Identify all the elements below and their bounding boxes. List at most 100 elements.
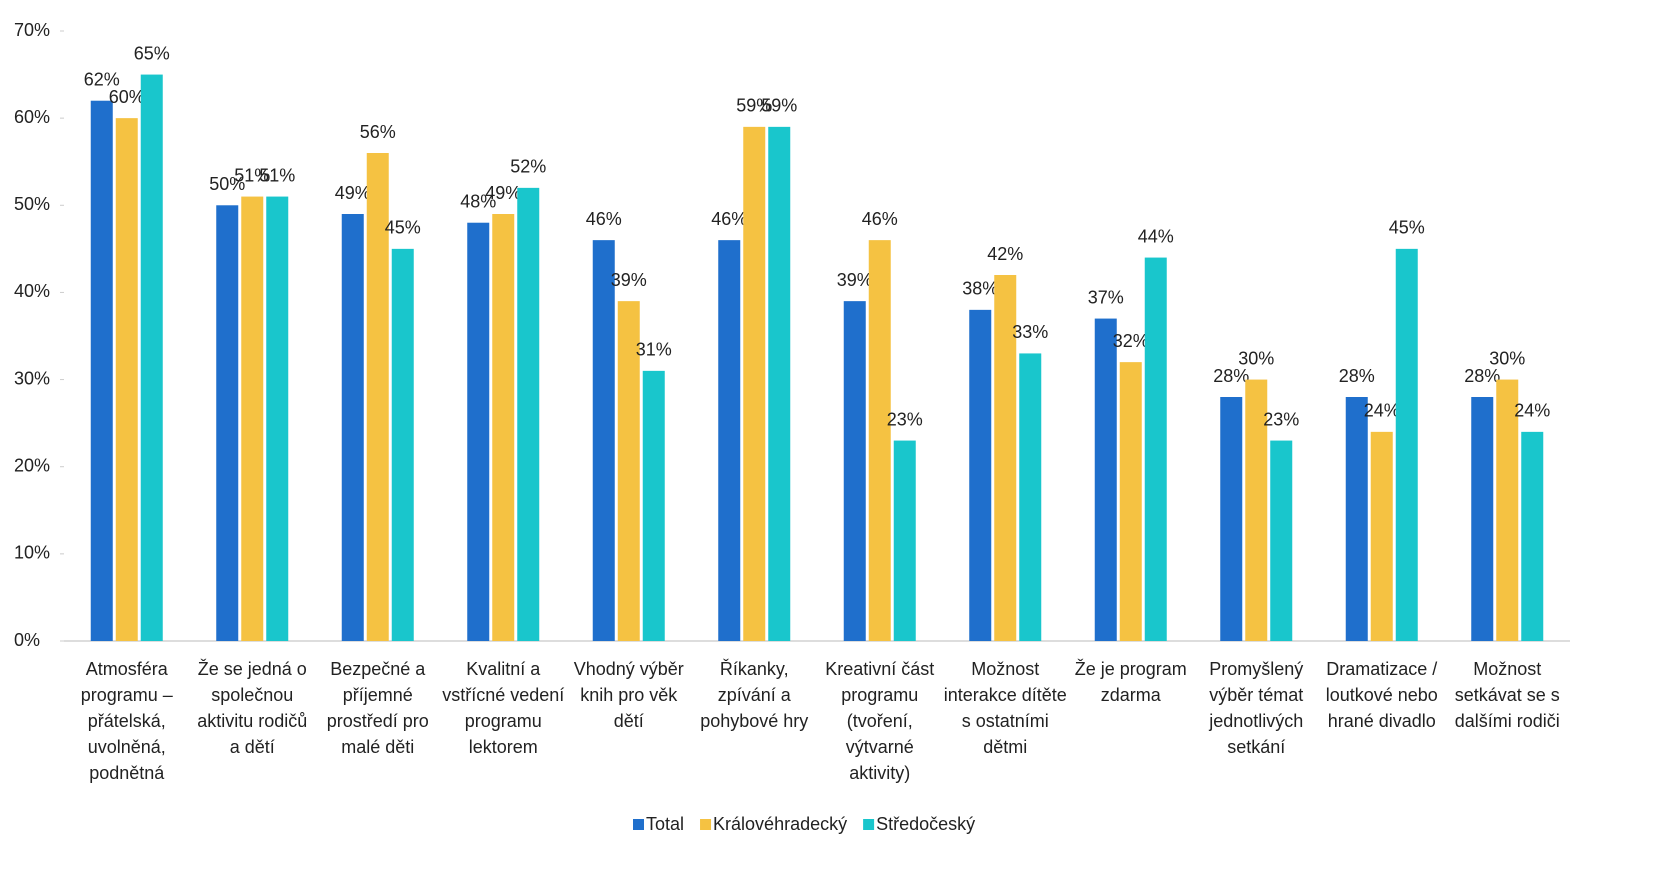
value-label: 52%	[510, 157, 546, 177]
value-label: 51%	[259, 165, 295, 185]
value-label: 24%	[1514, 401, 1550, 421]
value-label: 32%	[1113, 331, 1149, 351]
value-label: 59%	[761, 96, 797, 116]
bar	[266, 196, 289, 642]
x-tick-label: Možnost setkávat se s dalšími rodiči	[1454, 659, 1560, 731]
bar	[467, 222, 490, 641]
value-label: 59%	[736, 96, 772, 116]
value-label: 62%	[84, 69, 120, 89]
value-label: 28%	[1213, 366, 1249, 386]
value-label: 39%	[837, 270, 873, 290]
value-label: 33%	[1012, 322, 1048, 342]
bar	[341, 214, 364, 641]
value-label: 45%	[1389, 218, 1425, 238]
value-label: 30%	[1489, 348, 1525, 368]
legend-label: Total	[646, 814, 684, 834]
legend-label: Královéhradecký	[713, 814, 847, 834]
value-label: 31%	[636, 340, 672, 360]
x-tick-label: Říkanky, zpívání a pohybové hry	[700, 659, 809, 731]
bar	[517, 187, 540, 641]
value-label: 56%	[360, 122, 396, 142]
bar	[216, 205, 239, 642]
y-tick-label: 10%	[14, 543, 50, 563]
bar	[1395, 248, 1418, 641]
bar	[492, 214, 515, 641]
value-label: 30%	[1238, 348, 1274, 368]
y-tick-label: 30%	[14, 368, 50, 388]
value-label: 37%	[1088, 287, 1124, 307]
bar	[994, 275, 1017, 641]
bar	[1270, 440, 1293, 641]
value-label: 44%	[1138, 226, 1174, 246]
bar	[718, 240, 741, 641]
bar	[90, 100, 113, 641]
bar	[868, 240, 891, 641]
legend-label: Středočeský	[876, 814, 975, 834]
bar	[1471, 397, 1494, 641]
x-tick-label: Možnost interakce dítěte s ostatními dět…	[943, 659, 1067, 757]
bar	[1094, 318, 1117, 641]
bar	[743, 126, 766, 642]
value-label: 51%	[234, 165, 270, 185]
value-label: 46%	[862, 209, 898, 229]
bar	[592, 240, 615, 641]
bar	[642, 370, 665, 641]
y-tick-label: 60%	[14, 107, 50, 127]
x-tick-label: Promyšlený výběr témat jednotlivých setk…	[1209, 659, 1304, 757]
x-tick-label: Bezpečné a příjemné prostředí pro malé d…	[326, 659, 429, 757]
value-label: 24%	[1364, 401, 1400, 421]
y-tick-label: 50%	[14, 194, 50, 214]
x-tick-label: Že se jedná o společnou aktivitu rodičů …	[197, 659, 308, 757]
x-tick-label: Kreativní část programu (tvoření, výtvar…	[825, 659, 935, 783]
legend-swatch	[700, 819, 712, 830]
bar	[617, 301, 640, 641]
value-label: 46%	[586, 209, 622, 229]
bar	[843, 301, 866, 641]
bar	[1119, 362, 1142, 641]
value-label: 28%	[1339, 366, 1375, 386]
bar	[1370, 431, 1393, 641]
value-label: 28%	[1464, 366, 1500, 386]
y-tick-label: 70%	[14, 20, 50, 40]
bar	[969, 309, 992, 641]
bar	[893, 440, 916, 641]
value-label: 42%	[987, 244, 1023, 264]
value-label: 45%	[385, 218, 421, 238]
y-tick-label: 40%	[14, 281, 50, 301]
value-label: 38%	[962, 279, 998, 299]
y-tick-label: 20%	[14, 455, 50, 475]
x-tick-label: Kvalitní a vstřícné vedení programu lekt…	[442, 659, 565, 757]
x-tick-label: Dramatizace / loutkové nebo hrané divadl…	[1325, 659, 1438, 731]
x-tick-label: Že je program zdarma	[1074, 659, 1187, 705]
value-label: 39%	[611, 270, 647, 290]
value-label: 23%	[887, 409, 923, 429]
legend-swatch	[633, 819, 644, 830]
legend-swatch	[863, 819, 875, 830]
bar	[1345, 397, 1368, 641]
value-label: 48%	[460, 191, 496, 211]
value-label: 49%	[485, 183, 521, 203]
bar	[1220, 397, 1243, 641]
bar	[1144, 257, 1167, 641]
value-label: 60%	[109, 87, 145, 107]
bar	[1245, 379, 1268, 641]
bar	[115, 118, 138, 641]
bar	[366, 153, 389, 641]
value-label: 46%	[711, 209, 747, 229]
x-tick-label: Atmosféra programu – přátelská, uvolněná…	[80, 659, 173, 783]
value-label: 50%	[209, 174, 245, 194]
y-tick-label: 0%	[14, 630, 40, 650]
value-label: 49%	[335, 183, 371, 203]
bar	[1019, 353, 1042, 641]
bar	[1521, 431, 1544, 641]
bar	[241, 196, 264, 642]
bar	[768, 126, 791, 642]
bar	[140, 74, 163, 642]
value-label: 65%	[134, 43, 170, 63]
bar	[1496, 379, 1519, 641]
x-tick-label: Vhodný výběr knih pro věk dětí	[573, 659, 684, 731]
bar	[391, 248, 414, 641]
value-label: 23%	[1263, 409, 1299, 429]
